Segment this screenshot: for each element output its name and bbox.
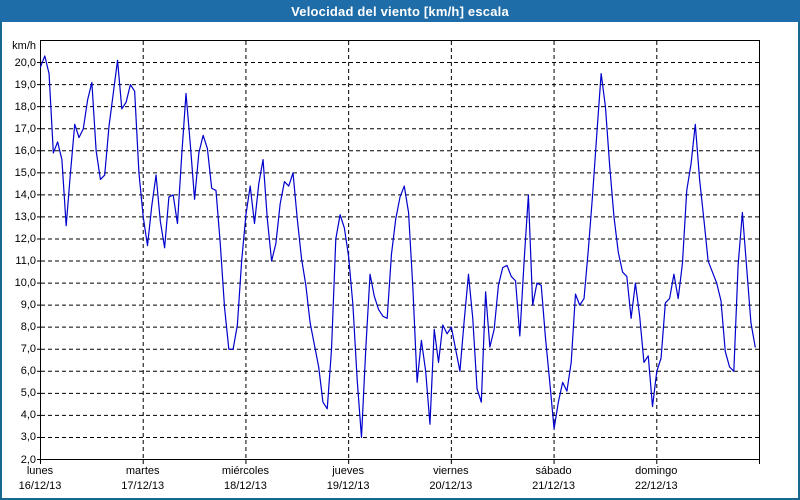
x-axis-date-label: 21/12/13: [532, 480, 575, 492]
wind-speed-series-line: [39, 55, 756, 439]
y-axis-tick-label: 15,0: [14, 166, 36, 179]
y-axis-tick-label: 9,0: [20, 299, 36, 312]
y-axis-tick-label: 8,0: [20, 321, 36, 334]
y-axis-tick-label: 13,0: [14, 210, 36, 223]
plot-border: [40, 40, 760, 460]
y-axis-tick-label: 10,0: [14, 277, 36, 290]
x-axis-date-label: 19/12/13: [326, 480, 370, 492]
y-axis-tick-label: 17,0: [14, 122, 36, 135]
x-axis-date-label: 17/12/13: [121, 480, 165, 492]
y-axis-tick-label: 20,0: [14, 56, 36, 69]
y-axis-tick-label: 5,0: [20, 387, 36, 400]
y-axis-tick-label: 11,0: [15, 255, 36, 268]
chart-title: Velocidad del viento [km/h] escala: [291, 4, 509, 19]
y-axis-tick-label: 6,0: [20, 365, 36, 378]
x-axis-day-label: lunes: [26, 465, 54, 477]
x-axis-date-label: 22/12/13: [634, 480, 678, 492]
y-axis-tick-label: 12,0: [14, 232, 36, 245]
x-axis-day-label: jueves: [332, 465, 365, 477]
x-axis-date-label: 20/12/13: [429, 480, 473, 492]
y-axis-tick-label: 3,0: [20, 431, 36, 444]
x-axis-day-label: martes: [125, 465, 160, 477]
y-axis-tick-label: 18,0: [14, 100, 36, 113]
x-axis-day-label: viernes: [433, 465, 469, 477]
y-axis-tick-label: 2,0: [20, 453, 36, 466]
x-axis-day-label: miércoles: [221, 465, 269, 477]
x-axis-day-label: sábado: [535, 465, 572, 477]
y-axis-unit-label: km/h: [12, 40, 36, 52]
x-axis-day-label: domingo: [635, 465, 678, 477]
x-axis-date-label: 18/12/13: [224, 480, 267, 492]
y-axis-tick-label: 14,0: [14, 188, 36, 201]
y-axis-tick-label: 19,0: [14, 78, 36, 91]
y-axis-tick-label: 7,0: [20, 343, 36, 356]
y-axis-tick-label: 4,0: [20, 409, 36, 422]
x-axis-date-label: 16/12/13: [18, 480, 62, 492]
y-axis-tick-label: 16,0: [14, 144, 36, 157]
chart-title-bar: Velocidad del viento [km/h] escala: [0, 0, 800, 22]
